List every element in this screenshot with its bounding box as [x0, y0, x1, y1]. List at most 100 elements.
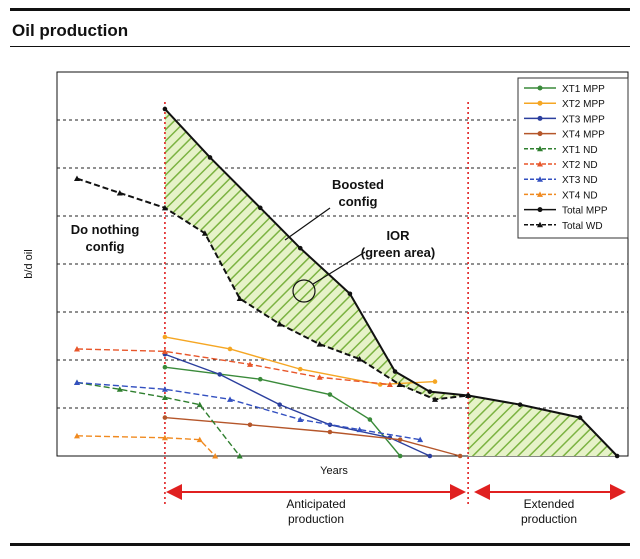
point	[614, 453, 620, 459]
point	[432, 379, 438, 384]
point	[386, 381, 393, 387]
legend-marker	[537, 176, 543, 182]
point	[377, 382, 383, 387]
annotation: Do nothing	[71, 222, 140, 237]
extended-area	[468, 395, 618, 456]
point	[517, 402, 523, 407]
legend-marker	[537, 131, 543, 137]
legend-label: XT1 ND	[562, 145, 598, 156]
annotation: Extended	[524, 497, 575, 511]
point	[276, 321, 283, 327]
annotation: production	[288, 512, 344, 526]
point	[227, 346, 233, 352]
point	[236, 295, 243, 302]
point	[212, 453, 219, 459]
legend-marker	[537, 161, 543, 167]
plot-area	[56, 71, 629, 505]
point	[356, 356, 363, 362]
point	[297, 416, 304, 423]
point	[162, 364, 168, 370]
point	[246, 361, 253, 367]
annotation: (green area)	[361, 245, 435, 260]
point	[196, 401, 203, 408]
point	[73, 432, 80, 439]
legend-label: XT2 MPP	[562, 99, 605, 110]
point	[201, 230, 208, 236]
annotation: IOR	[386, 228, 410, 243]
point	[227, 396, 234, 402]
series-line	[76, 381, 421, 441]
point	[73, 175, 80, 182]
point	[162, 415, 168, 420]
series-line	[164, 353, 431, 457]
point	[217, 372, 223, 377]
series-line	[76, 381, 241, 457]
point	[161, 386, 168, 392]
legend-label: XT4 MPP	[562, 130, 605, 141]
point	[116, 189, 123, 196]
point	[236, 453, 243, 459]
point	[161, 348, 168, 354]
annotation: Boosted	[332, 177, 384, 192]
point	[432, 396, 439, 402]
legend-marker	[537, 191, 543, 197]
legend-label: XT4 ND	[562, 190, 598, 201]
point	[73, 379, 80, 386]
legend-marker	[537, 145, 543, 152]
legend-box	[517, 77, 629, 239]
chart-title: Oil production	[12, 21, 128, 40]
point	[396, 381, 403, 387]
point	[277, 402, 282, 407]
legend-label: XT2 ND	[562, 160, 598, 171]
point	[465, 392, 472, 399]
top-rule	[10, 8, 630, 11]
legend-marker	[537, 221, 543, 228]
legend-marker	[537, 115, 543, 121]
point	[316, 341, 323, 347]
series-line	[164, 366, 401, 457]
point	[577, 415, 583, 420]
series-line	[76, 348, 390, 386]
leader-line	[312, 251, 366, 285]
y-axis-label: b/d oil	[23, 249, 35, 278]
point	[207, 155, 213, 160]
bottom-rule	[10, 543, 630, 546]
point	[257, 376, 263, 382]
legend-label: Total WD	[562, 221, 603, 232]
legend-label: XT3 MPP	[562, 114, 605, 125]
point	[73, 345, 80, 352]
point	[162, 334, 168, 340]
legend-marker	[537, 207, 543, 213]
point	[427, 453, 433, 459]
legend-marker	[537, 100, 543, 106]
point	[392, 369, 398, 374]
point	[297, 245, 303, 251]
legend-label: Total MPP	[562, 206, 608, 217]
point	[161, 204, 168, 211]
annotation: config	[86, 239, 125, 254]
legend-label: XT3 ND	[562, 175, 598, 186]
point	[297, 366, 303, 372]
point	[316, 374, 323, 380]
leader-line	[284, 207, 331, 241]
point	[397, 437, 403, 442]
x-axis-label: Years	[320, 465, 348, 477]
point	[196, 436, 203, 443]
point	[347, 291, 353, 297]
point	[161, 394, 168, 400]
point	[367, 417, 373, 422]
point	[247, 422, 253, 428]
legend-label: XT1 MPP	[562, 84, 605, 95]
legend: XT1 MPP XT2 MPP XT3 MPP XT4 MPP XT1 ND XT2 ND…	[517, 77, 629, 239]
leader-circle	[292, 279, 316, 303]
header-rule	[10, 46, 630, 47]
point	[397, 453, 403, 459]
series-line	[76, 435, 216, 457]
point	[427, 389, 433, 394]
annotation: production	[521, 512, 577, 526]
point	[161, 434, 168, 441]
point	[116, 386, 123, 392]
point	[257, 205, 263, 211]
point	[327, 429, 333, 435]
